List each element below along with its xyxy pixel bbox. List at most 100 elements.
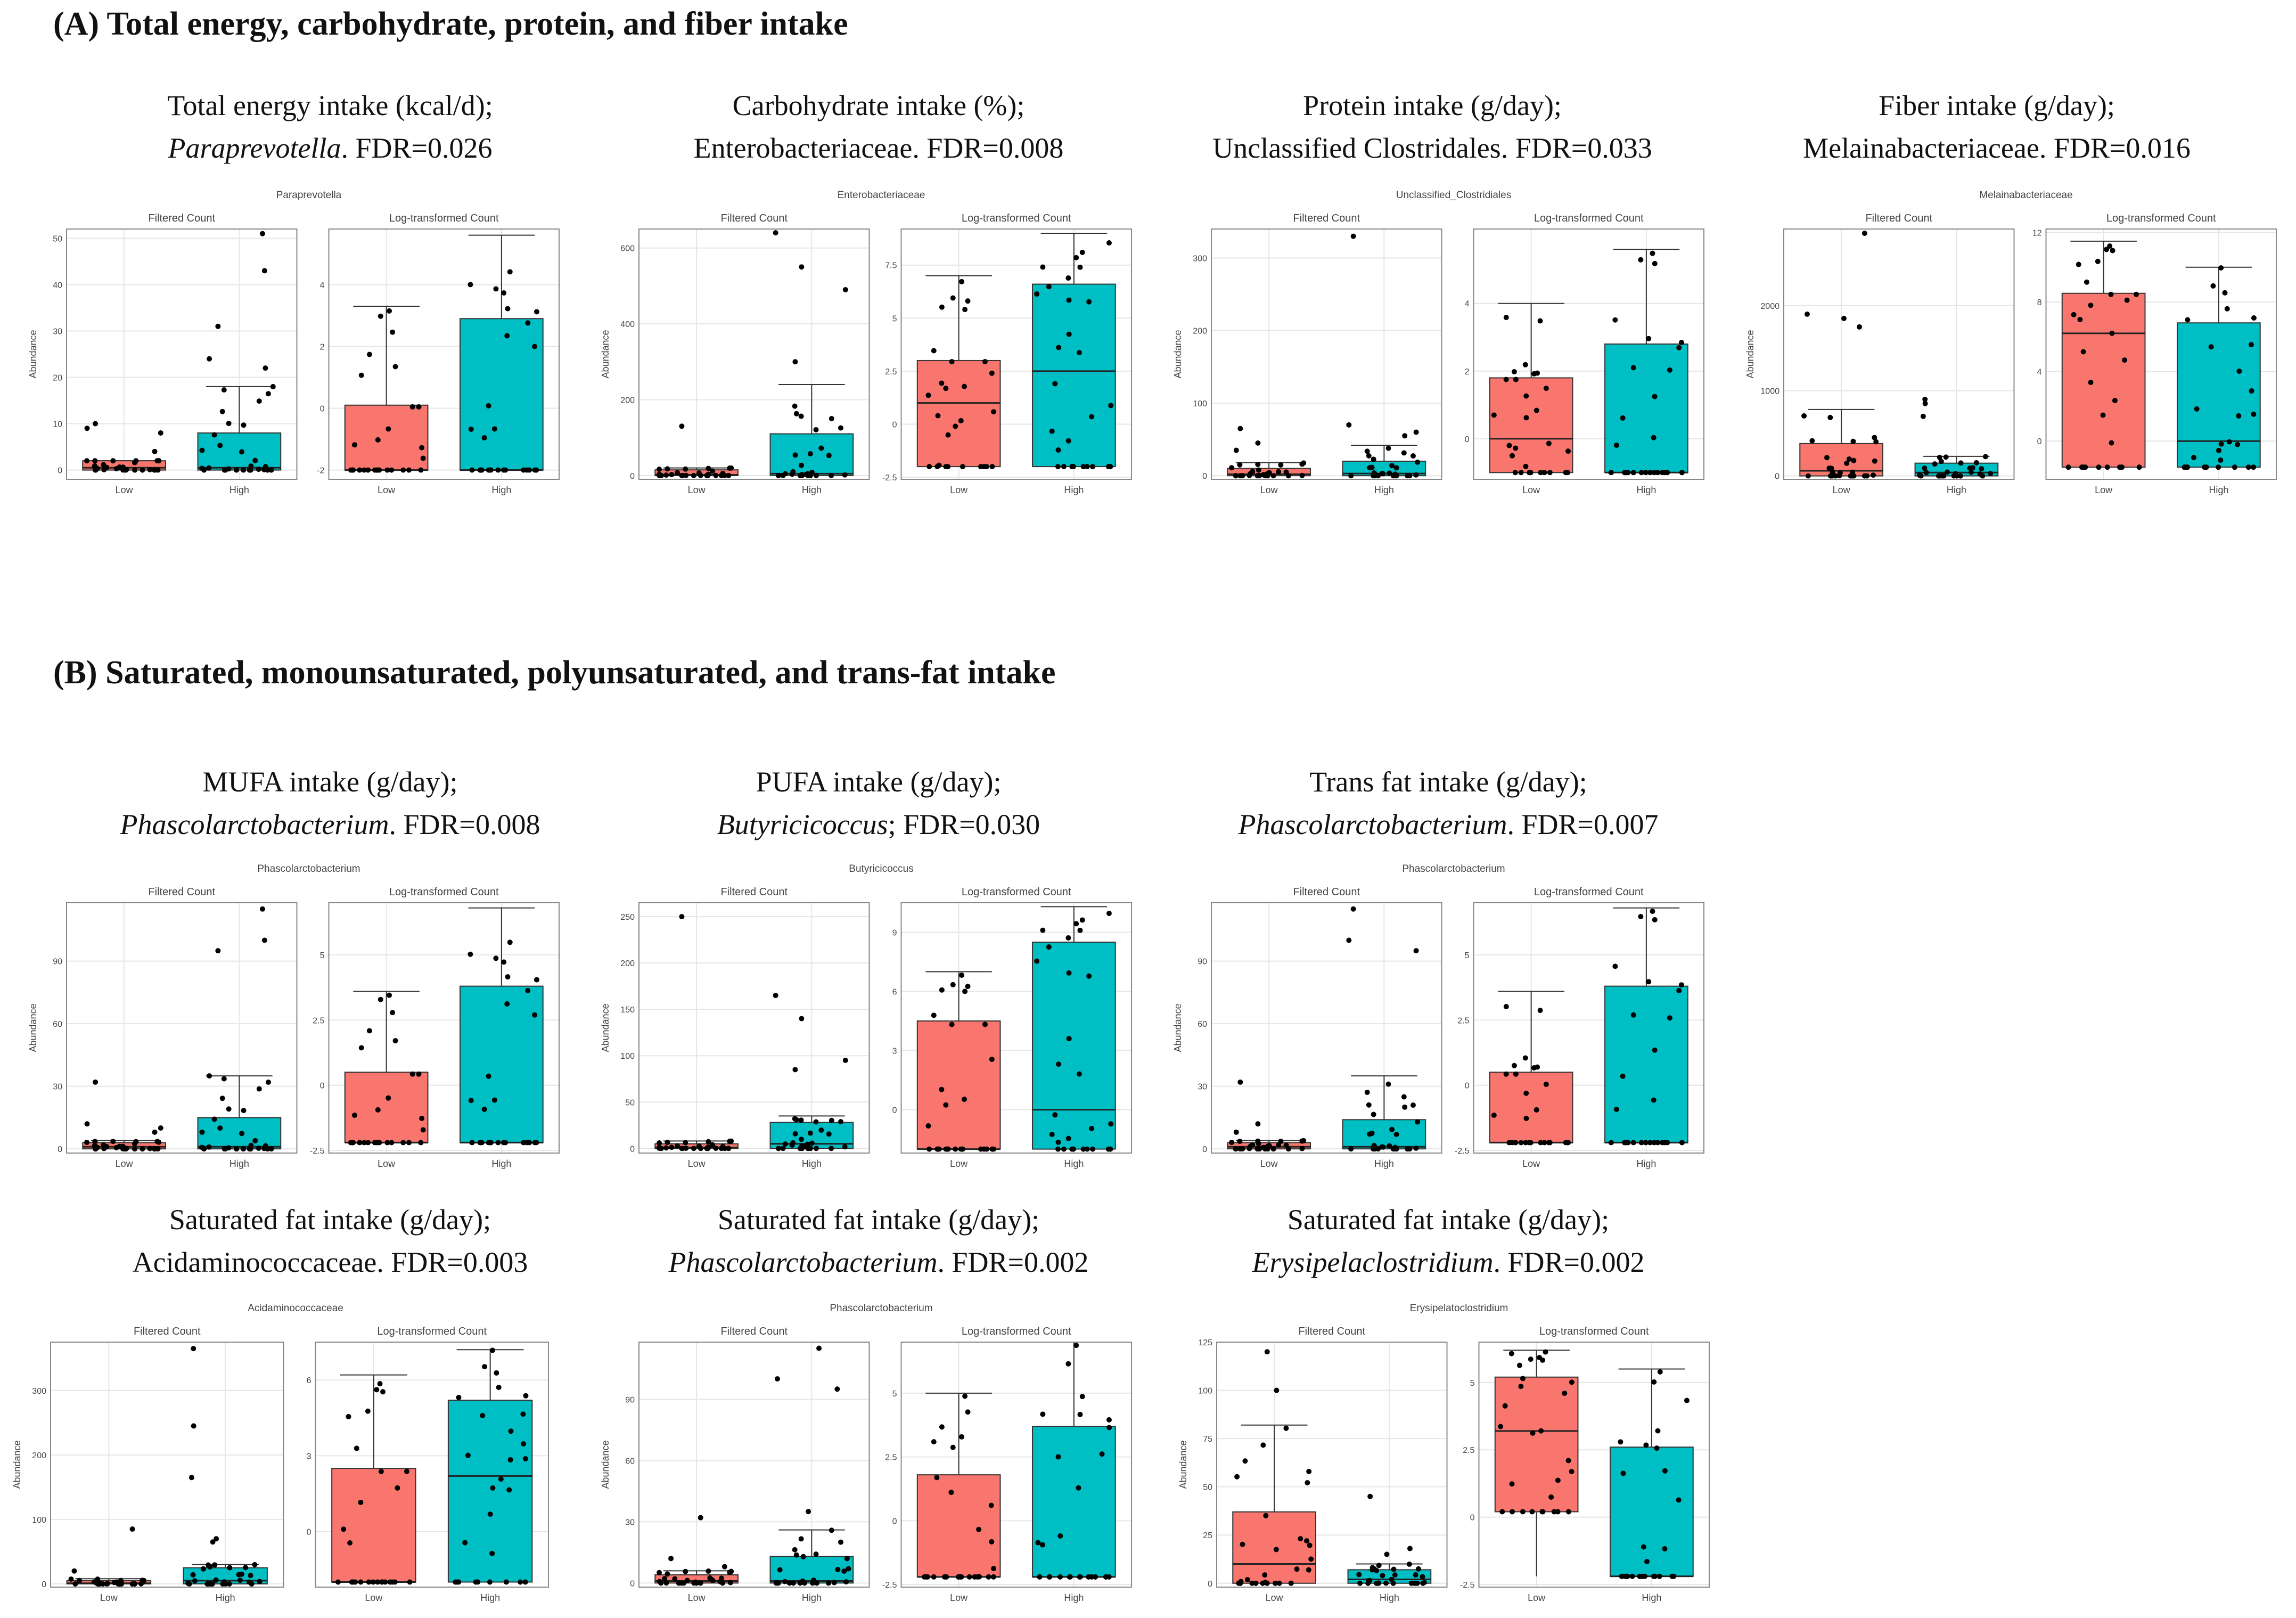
y-tick-label: 2.5: [313, 1016, 324, 1025]
data-point: [1406, 1561, 1412, 1567]
data-point: [420, 1127, 426, 1133]
data-point: [926, 464, 932, 470]
data-point: [2088, 303, 2094, 308]
data-point: [375, 1579, 381, 1585]
y-tick-label: 150: [620, 1006, 635, 1015]
facet-frame: [1211, 228, 1442, 480]
y-tick-label: 8: [2037, 298, 2042, 307]
data-point: [366, 1579, 372, 1585]
data-point: [1040, 1411, 1046, 1417]
data-point: [1679, 470, 1685, 476]
facet-label: Filtered Count: [1293, 213, 1360, 224]
data-point: [1055, 1139, 1061, 1145]
data-point: [2248, 342, 2254, 348]
data-point: [1555, 1477, 1561, 1483]
data-point: [1967, 465, 1973, 471]
data-point: [380, 1389, 386, 1395]
chart-title: Butyricicoccus: [849, 863, 913, 875]
data-point: [192, 1578, 198, 1584]
data-point: [1066, 331, 1072, 337]
data-point: [1073, 255, 1079, 260]
data-point: [147, 1146, 153, 1151]
outlier-point: [1255, 1121, 1261, 1127]
data-point: [117, 464, 122, 470]
y-tick-label: 60: [625, 1457, 635, 1466]
data-point: [480, 1412, 486, 1418]
data-point: [1491, 412, 1497, 418]
data-point: [226, 1145, 232, 1151]
data-point: [507, 939, 513, 945]
data-point: [1392, 1146, 1398, 1151]
y-tick-label: -2.5: [1455, 1147, 1470, 1156]
data-point: [1283, 1425, 1289, 1431]
y-tick-label: 30: [53, 327, 62, 336]
data-point: [1055, 447, 1061, 453]
data-point: [1662, 1546, 1668, 1552]
data-point: [2119, 464, 2125, 470]
data-point: [1938, 459, 1944, 464]
outlier-point: [1233, 447, 1239, 453]
data-point: [257, 1579, 263, 1584]
data-point: [154, 458, 160, 464]
data-point: [1084, 464, 1090, 470]
data-point: [351, 442, 357, 448]
data-point: [826, 1131, 832, 1137]
data-point: [663, 1145, 669, 1151]
data-point: [111, 1580, 117, 1586]
y-tick-label: 30: [53, 1083, 62, 1092]
chart-panel: Phascolarctobacterium Abundance Filtered C…: [1172, 863, 1704, 1169]
heading-stat: . FDR=0.008: [912, 132, 1064, 164]
facet-label: Filtered Count: [134, 1326, 201, 1337]
facet-label: Log-transformed Count: [389, 213, 499, 224]
data-point: [248, 1142, 254, 1148]
data-point: [2136, 464, 2142, 470]
data-point: [1076, 350, 1082, 356]
data-point: [986, 1574, 991, 1580]
data-point: [241, 422, 247, 428]
y-tick-label: 2: [1465, 367, 1470, 377]
outlier-point: [842, 287, 848, 292]
data-point: [1260, 472, 1266, 478]
data-point: [378, 1468, 384, 1474]
data-point: [835, 1566, 841, 1572]
data-point: [1421, 1580, 1427, 1586]
x-tick-label: High: [1064, 1592, 1084, 1603]
data-point: [1392, 1572, 1398, 1578]
data-point: [953, 423, 958, 429]
data-point: [256, 398, 262, 404]
data-point: [1260, 1145, 1266, 1150]
data-point: [1613, 1106, 1619, 1112]
box-high: [2177, 322, 2261, 468]
data-point: [523, 1393, 529, 1399]
data-point: [1379, 471, 1385, 477]
data-point: [1541, 470, 1547, 476]
data-point: [1046, 1574, 1052, 1580]
data-point: [1389, 1126, 1395, 1132]
data-point: [1657, 1573, 1662, 1579]
facet-frame: [1211, 902, 1442, 1154]
heading-stat: . FDR=0.016: [2039, 132, 2191, 164]
data-point: [1953, 471, 1958, 477]
data-point: [657, 1570, 662, 1575]
y-tick-label: 2.5: [1457, 1016, 1469, 1025]
outlier-point: [152, 1129, 158, 1135]
data-point: [989, 370, 995, 376]
data-point: [939, 304, 945, 310]
data-point: [809, 469, 815, 475]
data-point: [219, 1096, 225, 1101]
data-point: [1957, 473, 1963, 479]
data-point: [1639, 1573, 1645, 1579]
data-point: [2133, 291, 2139, 297]
x-tick-label: Low: [950, 485, 968, 495]
data-point: [2216, 464, 2221, 470]
outlier-point: [1346, 937, 1352, 943]
data-point: [409, 404, 415, 410]
data-point: [1415, 1566, 1421, 1572]
outlier-point: [773, 993, 778, 999]
data-point: [1233, 473, 1239, 479]
data-point: [962, 1393, 968, 1399]
data-point: [140, 467, 145, 473]
heading-stat: . FDR=0.033: [1500, 132, 1652, 164]
outlier-point: [792, 359, 798, 365]
data-point: [206, 465, 212, 471]
